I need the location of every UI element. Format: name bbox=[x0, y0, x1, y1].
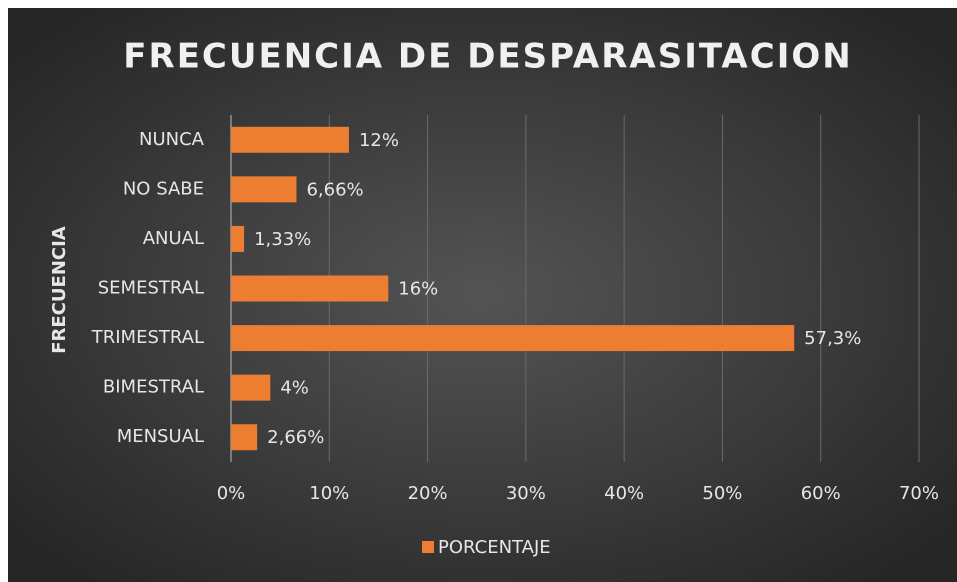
y-tick-label: BIMESTRAL bbox=[103, 377, 204, 398]
bar bbox=[231, 275, 389, 302]
y-axis-title: FRECUENCIA bbox=[49, 226, 70, 354]
data-label: 4% bbox=[280, 378, 309, 399]
x-tick-label: 60% bbox=[801, 483, 841, 504]
bar bbox=[231, 374, 271, 401]
data-label: 12% bbox=[359, 130, 399, 151]
bar bbox=[231, 325, 795, 352]
y-tick-label: ANUAL bbox=[143, 228, 204, 249]
x-tick-label: 30% bbox=[506, 483, 546, 504]
x-tick-label: 0% bbox=[217, 483, 246, 504]
chart-background bbox=[8, 8, 957, 582]
y-tick-label: NUNCA bbox=[139, 129, 205, 150]
chart-title: FRECUENCIA DE DESPARASITACION bbox=[123, 37, 852, 77]
data-label: 1,33% bbox=[254, 229, 311, 250]
x-tick-label: 10% bbox=[309, 483, 349, 504]
x-tick-label: 70% bbox=[899, 483, 939, 504]
y-tick-label: SEMESTRAL bbox=[98, 278, 204, 299]
data-label: 57,3% bbox=[804, 328, 861, 349]
x-tick-label: 40% bbox=[604, 483, 644, 504]
data-label: 2,66% bbox=[267, 427, 324, 448]
legend-label: PORCENTAJE bbox=[438, 537, 551, 558]
y-tick-label: NO SABE bbox=[123, 178, 204, 199]
data-label: 6,66% bbox=[306, 179, 363, 200]
x-tick-label: 20% bbox=[408, 483, 448, 504]
bar bbox=[231, 424, 258, 451]
data-label: 16% bbox=[398, 279, 438, 300]
y-tick-label: MENSUAL bbox=[117, 426, 204, 447]
x-tick-label: 50% bbox=[702, 483, 742, 504]
y-tick-label: TRIMESTRAL bbox=[91, 327, 204, 348]
bar bbox=[231, 176, 297, 203]
legend-swatch bbox=[422, 541, 434, 553]
bar bbox=[231, 126, 349, 153]
bar bbox=[231, 225, 245, 252]
